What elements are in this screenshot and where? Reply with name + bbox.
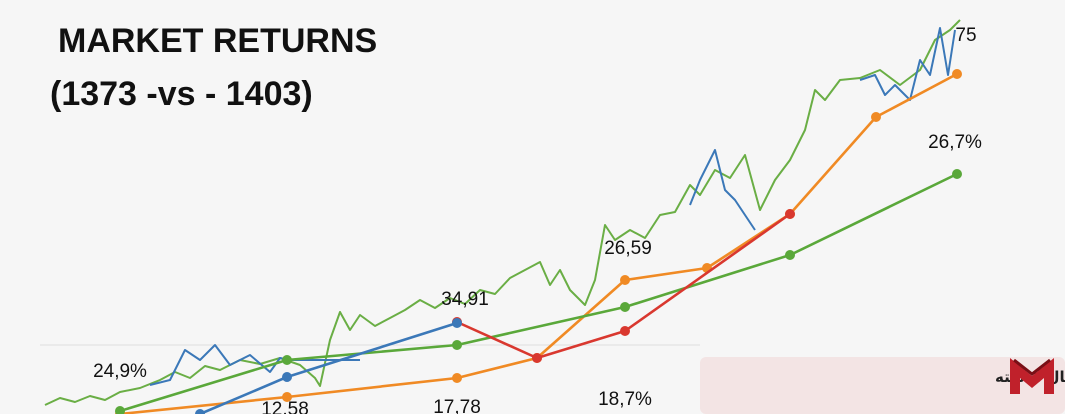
annotation: 18,7% (598, 389, 652, 410)
marker (871, 112, 881, 122)
marker (195, 409, 205, 414)
price-line (859, 27, 956, 101)
banner-box (700, 357, 1065, 414)
series-line (456, 212, 791, 360)
plot: 24,9% 12,58 17,78 34,91 26,59 18,7% 26,7% 75 (44, 19, 982, 414)
marker (620, 275, 630, 285)
banner: مقایسه بازدهی بازارها در ۳۰ سال گذشته (700, 357, 1065, 414)
annotation: 75 (955, 25, 976, 46)
price-line (44, 19, 961, 406)
chart-title: MARKET RETURNS (58, 22, 377, 60)
annotation: 26,7% (928, 132, 982, 153)
price-line (689, 149, 756, 231)
marker (532, 353, 542, 363)
marker (282, 372, 292, 382)
annotation: 12,58 (261, 399, 309, 414)
logo-accent (1013, 358, 1051, 376)
marker (785, 209, 795, 219)
chart-subtitle: (1373 -vs - 1403) (50, 75, 313, 113)
annotation: 24,9% (93, 361, 147, 382)
marker (282, 392, 292, 402)
annotation: 17,78 (433, 397, 481, 414)
series-line (119, 172, 958, 413)
annotation: 26,59 (604, 238, 652, 259)
annotation: 34,91 (441, 289, 489, 310)
marker (115, 406, 125, 414)
marker (952, 169, 962, 179)
marker (452, 373, 462, 383)
marker (952, 69, 962, 79)
marker (620, 326, 630, 336)
marker (282, 355, 292, 365)
marker (620, 302, 630, 312)
marker (785, 250, 795, 260)
marker (452, 340, 462, 350)
marker (452, 318, 462, 328)
